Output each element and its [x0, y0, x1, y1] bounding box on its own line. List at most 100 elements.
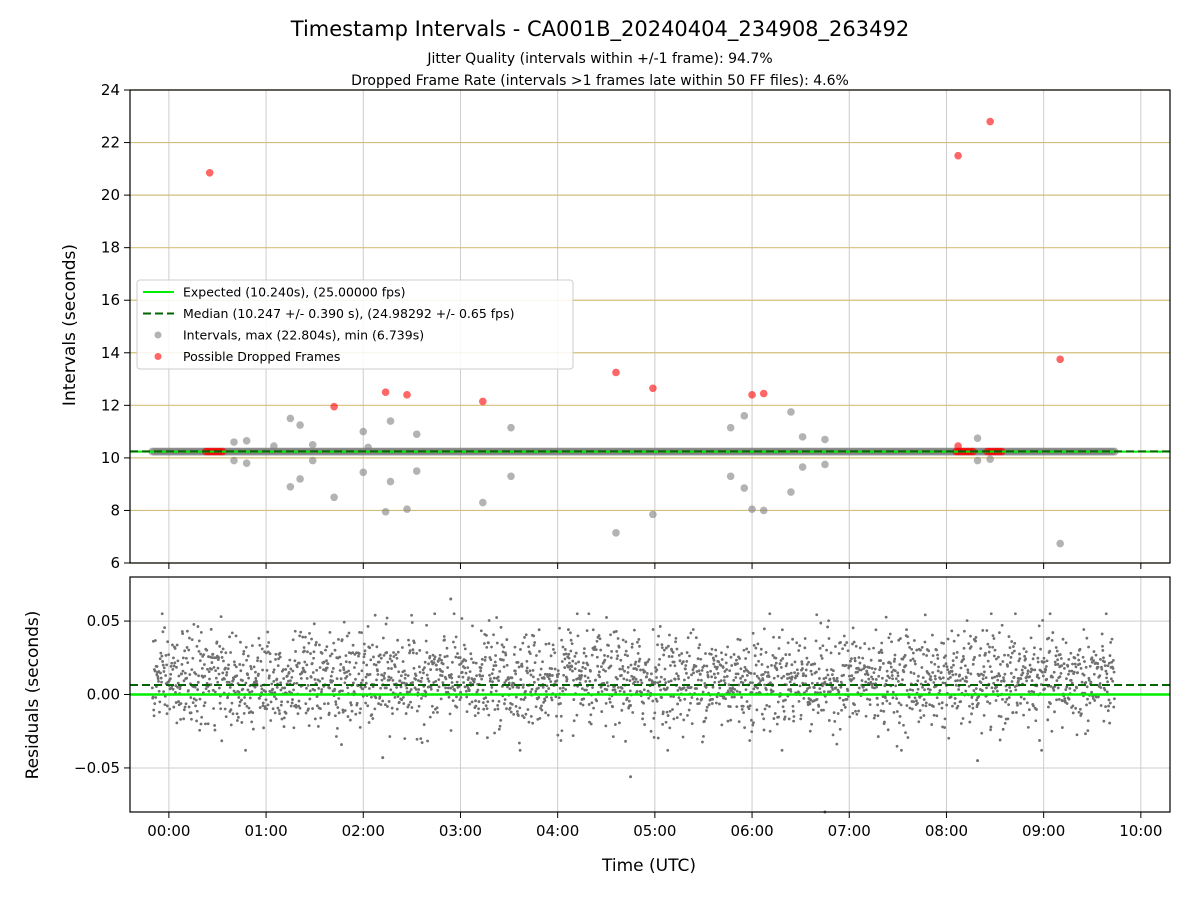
residual-point — [159, 676, 163, 680]
residual-point — [691, 668, 695, 672]
residual-point — [604, 669, 607, 673]
residual-point — [909, 659, 913, 662]
residual-point — [347, 669, 351, 673]
residual-point — [452, 640, 455, 644]
residual-point — [1070, 681, 1074, 685]
interval-point — [759, 506, 768, 515]
residual-point — [817, 704, 821, 708]
residual-point — [239, 669, 243, 673]
dropped-frame-point — [748, 391, 756, 399]
residual-point — [315, 695, 319, 699]
residual-point — [402, 696, 405, 699]
residual-point — [660, 646, 664, 650]
residual-point — [825, 648, 829, 652]
residual-point — [621, 665, 625, 668]
residual-point — [418, 665, 421, 669]
residual-point — [1061, 637, 1065, 641]
residual-point — [215, 640, 219, 644]
residual-point — [537, 628, 541, 632]
residual-point — [1008, 686, 1012, 689]
residual-point — [742, 711, 745, 715]
residual-point — [312, 650, 316, 654]
interval-point — [973, 434, 982, 442]
residual-point — [904, 664, 908, 667]
residual-point — [733, 695, 736, 699]
residual-point — [315, 704, 319, 708]
residual-point — [414, 677, 418, 681]
chart-subtitle-jitter: Jitter Quality (intervals within +/-1 fr… — [426, 51, 772, 67]
residual-point — [995, 674, 999, 678]
residual-point — [671, 651, 675, 654]
residual-point — [643, 670, 647, 674]
residual-point — [893, 653, 897, 657]
residual-point — [580, 687, 584, 691]
residual-point — [971, 662, 975, 666]
residual-point — [171, 667, 175, 671]
residual-point — [1000, 623, 1004, 627]
residual-point — [1001, 697, 1004, 701]
residual-point — [954, 683, 958, 687]
residual-point — [375, 678, 378, 682]
residual-point — [386, 705, 389, 708]
residual-point — [348, 660, 352, 664]
residual-point — [702, 664, 706, 668]
residual-point — [789, 671, 793, 675]
residual-point — [616, 637, 620, 640]
residual-point — [391, 679, 395, 682]
residual-point — [281, 668, 285, 672]
residual-point — [677, 653, 681, 657]
residual-point — [820, 708, 823, 712]
residual-point — [957, 688, 960, 691]
residual-point — [629, 775, 633, 779]
residual-point — [430, 659, 434, 663]
residual-point — [851, 711, 855, 715]
residual-point — [288, 658, 292, 662]
residual-point — [871, 677, 875, 681]
residual-point — [435, 663, 438, 667]
residual-point — [438, 657, 441, 660]
residual-point — [573, 667, 577, 671]
residual-point — [860, 679, 864, 682]
residual-point — [652, 716, 656, 720]
residual-point — [449, 729, 453, 732]
top-y-tick-label: 16 — [101, 291, 120, 309]
residual-point — [473, 714, 477, 718]
residual-point — [408, 651, 411, 655]
residual-point — [764, 688, 768, 692]
residual-point — [939, 671, 943, 674]
residual-point — [491, 699, 495, 703]
residual-point — [283, 686, 287, 690]
residual-point — [426, 739, 429, 743]
residual-point — [280, 717, 284, 721]
residual-point — [173, 661, 177, 665]
residual-point — [832, 711, 836, 715]
residual-point — [1013, 641, 1017, 645]
residual-point — [1104, 612, 1108, 616]
residual-point — [999, 715, 1003, 719]
residual-point — [414, 688, 418, 691]
residual-point — [605, 681, 609, 684]
residual-point — [1015, 711, 1018, 714]
residual-point — [484, 696, 488, 700]
residual-point — [483, 655, 487, 659]
residual-point — [173, 647, 177, 650]
residual-point — [472, 680, 476, 684]
residual-point — [1084, 665, 1088, 669]
residual-point — [903, 653, 907, 657]
residual-point — [254, 676, 258, 680]
residual-point — [1047, 705, 1050, 709]
residual-point — [827, 637, 831, 640]
residual-point — [900, 748, 903, 752]
residual-point — [385, 651, 389, 654]
residual-point — [323, 702, 326, 706]
residual-point — [374, 696, 378, 700]
residual-point — [476, 711, 480, 715]
residual-point — [922, 652, 925, 656]
residual-point — [196, 625, 200, 628]
legend-label-intervals: Intervals, max (22.804s), min (6.739s) — [183, 328, 424, 343]
residual-point — [1068, 687, 1072, 690]
residual-point — [450, 676, 454, 680]
residual-point — [537, 696, 541, 699]
residual-point — [389, 654, 392, 658]
residual-point — [670, 655, 674, 658]
